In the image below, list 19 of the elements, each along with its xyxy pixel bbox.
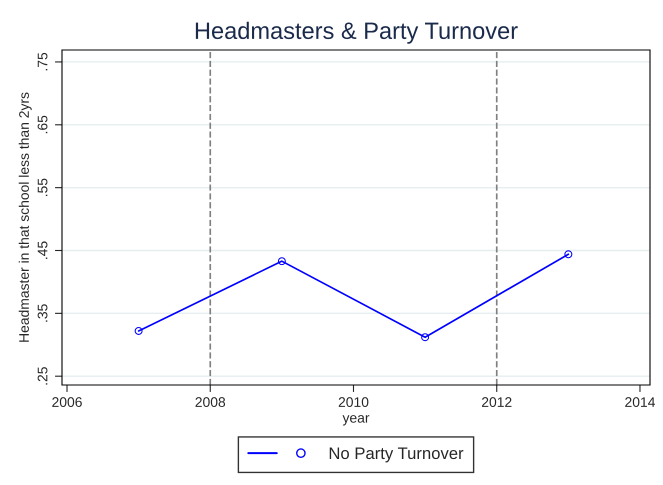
x-axis-title: year	[342, 415, 370, 426]
y-tick-label: .75	[38, 52, 48, 70]
x-tick-label: 2006	[52, 397, 82, 408]
x-tick-label: 2010	[338, 397, 368, 408]
chart-title: Headmasters & Party Turnover	[196, 22, 518, 44]
y-tick-label: .25	[38, 367, 48, 385]
point	[278, 257, 286, 266]
point	[564, 250, 572, 258]
legend-label: No Party Turnover	[330, 447, 464, 462]
y-tick-label: .55	[38, 178, 48, 196]
point	[421, 333, 430, 342]
y-tick-label: .35	[38, 304, 48, 322]
y-tick-label: .45	[38, 241, 48, 259]
x-tick-label: 2012	[482, 397, 512, 408]
x-tick-label: 2008	[196, 397, 226, 408]
y-axis-title: Headmaster in that school less than 2yrs	[18, 92, 32, 342]
point	[134, 326, 143, 335]
x-tick-label: 2014	[625, 397, 656, 408]
y-tick-label: .65	[38, 116, 48, 134]
